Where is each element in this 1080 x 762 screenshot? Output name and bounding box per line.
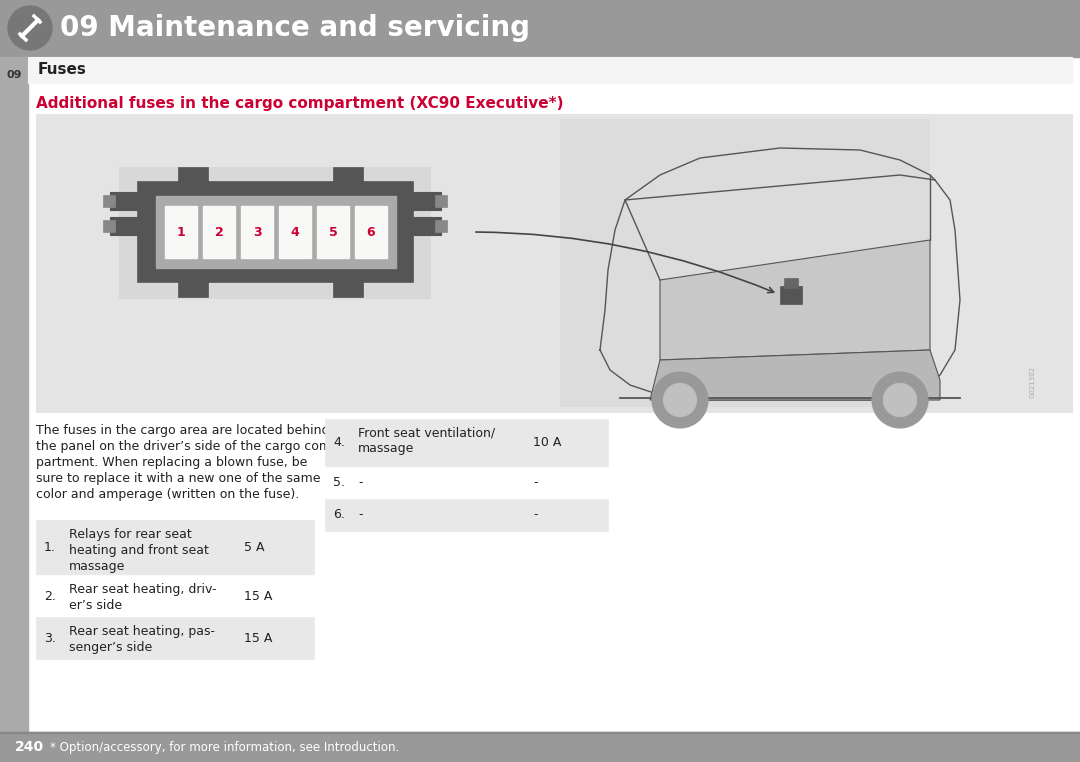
Text: Rear seat heating, driv-: Rear seat heating, driv- — [69, 583, 216, 596]
Text: 240: 240 — [15, 740, 44, 754]
Bar — [413, 217, 441, 235]
Bar — [165, 206, 197, 258]
Text: the panel on the driver’s side of the cargo com-: the panel on the driver’s side of the ca… — [36, 440, 336, 453]
Text: heating and front seat: heating and front seat — [69, 544, 208, 557]
Bar — [178, 167, 208, 182]
Text: massage: massage — [69, 560, 125, 573]
Bar — [103, 220, 114, 232]
Text: 1: 1 — [177, 226, 186, 239]
Bar — [36, 114, 1072, 412]
Bar — [28, 57, 1072, 83]
Bar — [0, 732, 1080, 762]
Bar — [138, 182, 413, 282]
Bar — [333, 167, 363, 182]
Text: 2.: 2. — [44, 590, 56, 603]
Bar — [325, 467, 608, 499]
Bar — [36, 575, 314, 617]
Text: 4.: 4. — [333, 437, 345, 450]
Bar — [435, 195, 447, 207]
Text: 6: 6 — [367, 226, 376, 239]
Text: 15 A: 15 A — [244, 632, 272, 645]
Bar — [325, 499, 608, 531]
Text: -: - — [357, 508, 363, 521]
Text: 09 Maintenance and servicing: 09 Maintenance and servicing — [60, 14, 530, 42]
Bar — [413, 192, 441, 210]
Bar — [110, 192, 138, 210]
Bar — [325, 419, 608, 467]
Text: Additional fuses in the cargo compartment (XC90 Executive*): Additional fuses in the cargo compartmen… — [36, 96, 564, 111]
Text: 09: 09 — [6, 70, 22, 80]
Polygon shape — [660, 240, 930, 360]
Bar — [120, 168, 430, 298]
Text: 15 A: 15 A — [244, 590, 272, 603]
Text: The fuses in the cargo area are located behind: The fuses in the cargo area are located … — [36, 424, 329, 437]
Text: -: - — [357, 476, 363, 489]
Text: 3: 3 — [253, 226, 261, 239]
Text: partment. When replacing a blown fuse, be: partment. When replacing a blown fuse, b… — [36, 456, 308, 469]
Circle shape — [652, 372, 708, 428]
Text: 2: 2 — [215, 226, 224, 239]
Text: senger’s side: senger’s side — [69, 641, 152, 654]
Circle shape — [883, 383, 917, 417]
Circle shape — [8, 6, 52, 50]
Bar — [279, 206, 311, 258]
Text: massage: massage — [357, 442, 415, 455]
Bar — [355, 206, 387, 258]
Polygon shape — [650, 350, 940, 400]
Text: 5 A: 5 A — [244, 541, 265, 554]
Text: 6.: 6. — [333, 508, 345, 521]
Text: color and amperage (written on the fuse).: color and amperage (written on the fuse)… — [36, 488, 299, 501]
Bar — [178, 282, 208, 297]
Bar — [561, 119, 930, 407]
Bar — [333, 282, 363, 297]
Text: 3.: 3. — [44, 632, 56, 645]
Circle shape — [663, 383, 697, 417]
Bar — [784, 278, 798, 288]
Circle shape — [872, 372, 928, 428]
Text: * Option/accessory, for more information, see Introduction.: * Option/accessory, for more information… — [50, 741, 400, 754]
Bar — [110, 217, 138, 235]
Bar — [103, 195, 114, 207]
Text: Relays for rear seat: Relays for rear seat — [69, 528, 192, 541]
Bar — [0, 57, 28, 732]
Text: -: - — [534, 508, 538, 521]
Text: 5: 5 — [328, 226, 337, 239]
Bar — [36, 520, 314, 575]
Text: Rear seat heating, pas-: Rear seat heating, pas- — [69, 625, 215, 638]
Text: Front seat ventilation/: Front seat ventilation/ — [357, 427, 495, 440]
Bar — [780, 286, 802, 304]
Bar — [241, 206, 273, 258]
Bar — [36, 617, 314, 659]
Bar — [156, 196, 396, 268]
Bar — [318, 206, 349, 258]
Text: 5.: 5. — [333, 476, 345, 489]
Text: 10 A: 10 A — [534, 437, 562, 450]
Text: sure to replace it with a new one of the same: sure to replace it with a new one of the… — [36, 472, 321, 485]
Text: 4: 4 — [291, 226, 299, 239]
Bar — [0, 732, 1080, 733]
Bar — [0, 0, 1080, 57]
Text: er’s side: er’s side — [69, 599, 122, 612]
Bar — [435, 220, 447, 232]
Text: Fuses: Fuses — [38, 62, 86, 78]
Text: -: - — [534, 476, 538, 489]
Text: 1.: 1. — [44, 541, 56, 554]
Text: G021302: G021302 — [1030, 366, 1036, 398]
Bar — [203, 206, 235, 258]
